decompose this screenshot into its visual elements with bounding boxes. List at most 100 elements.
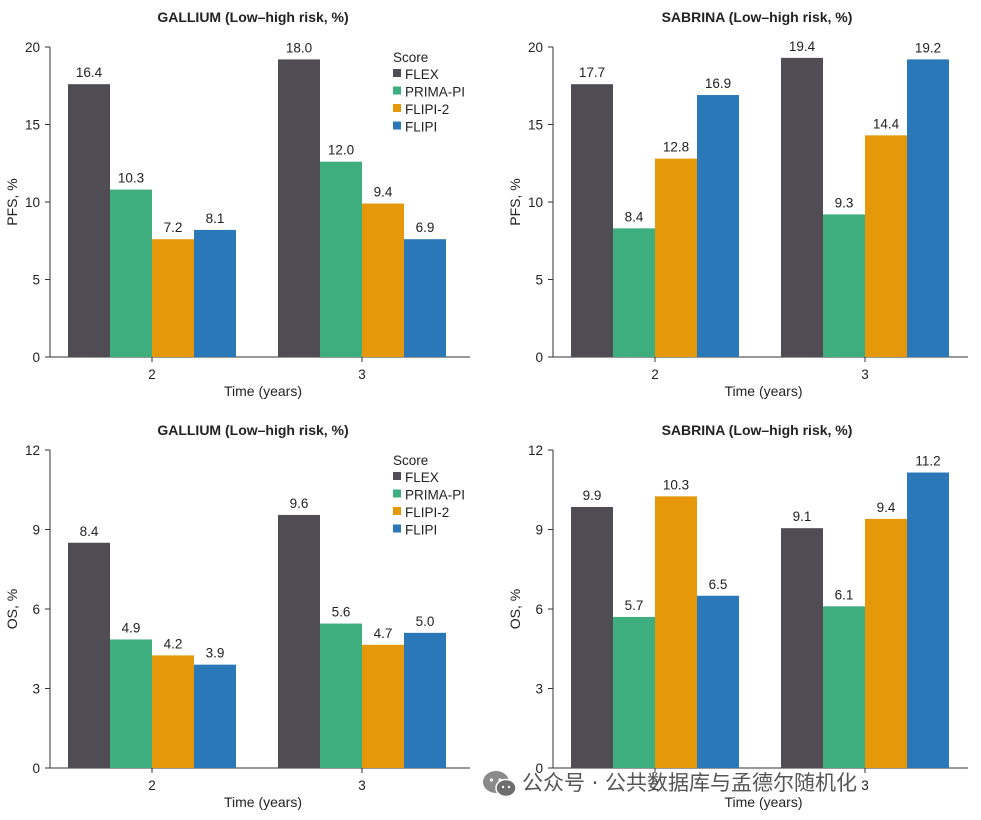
legend-entry: PRIMA-PI [405,85,465,100]
data-label: 9.3 [835,195,854,210]
bar-flex-year-2 [68,542,110,768]
legend-swatch-prima-pi [393,86,401,95]
data-label: 4.2 [164,636,183,651]
data-label: 6.1 [835,587,854,602]
data-label: 9.4 [374,185,393,200]
data-label: 3.9 [206,646,225,661]
chart-sabrina-os: SABRINA (Low–high risk, %) 0 3 6 9 12 OS, % 9.9… [507,422,968,810]
bar-prima-pi-year-3 [320,623,362,768]
data-label: 14.4 [873,116,900,131]
data-label: 9.6 [290,496,309,511]
bar-flex-year-3 [278,514,320,768]
legend-entry: FLEX [405,470,439,485]
y-tick-label: 3 [535,682,543,697]
legend-swatch-flipi [393,121,401,130]
y-tick-label: 6 [535,602,543,617]
x-tick-label: 2 [148,778,156,793]
data-label: 5.7 [625,598,644,613]
legend-swatch-flex [393,472,401,480]
bar-flipi-2-year-2 [655,158,697,357]
x-tick-label: 3 [358,367,366,382]
data-label: 7.2 [164,220,183,235]
bar-flipi-year-2 [697,95,739,358]
bar-flipi-year-2 [194,664,236,768]
data-label: 10.3 [118,171,144,186]
x-axis-label: Time (years) [224,383,302,399]
x-axis-label: Time (years) [724,383,802,399]
data-label: 8.4 [80,524,99,539]
y-tick-label: 12 [528,443,543,458]
legend-swatch-flipi-2 [393,104,401,112]
wechat-icon [483,771,517,798]
legend-entry: FLEX [405,67,439,82]
y-tick-label: 10 [25,195,40,210]
y-tick-label: 0 [535,350,543,365]
bar-flipi-2-year-2 [655,496,697,768]
data-label: 4.7 [374,626,393,641]
bar-prima-pi-year-2 [110,639,152,768]
bar-flipi-year-3 [907,472,949,768]
data-label: 16.4 [76,65,103,80]
y-tick-label: 0 [535,761,543,776]
x-tick-label: 3 [861,778,869,793]
bar-flipi-2-year-3 [362,203,404,357]
legend-entry: PRIMA-PI [405,488,465,503]
legend-title: Score [393,453,428,468]
bar-flipi-year-3 [907,59,949,358]
bar-prima-pi-year-3 [823,214,865,357]
x-tick-label: 2 [148,367,156,382]
y-axis-label: OS, % [4,589,20,629]
chart-gallium-pfs: GALLIUM (Low–high risk, %) 0 5 10 15 20 PFS, %… [4,9,470,399]
data-label: 10.3 [663,477,689,492]
y-tick-label: 5 [535,273,543,288]
bar-flipi-year-3 [404,632,446,768]
bar-flex-year-2 [571,506,613,768]
data-label: 19.4 [789,39,816,54]
legend-entry: FLIPI-2 [405,102,449,117]
data-label: 11.2 [915,454,940,469]
y-tick-label: 15 [528,118,543,133]
y-tick-label: 20 [25,40,40,55]
x-tick-label: 3 [861,367,869,382]
watermark: 公众号 · 公共数据库与孟德尔随机化 [483,771,857,798]
legend-swatch-flipi [393,524,401,533]
y-tick-label: 12 [25,443,40,458]
bar-flipi-2-year-3 [362,644,404,768]
chart-title: GALLIUM (Low–high risk, %) [157,422,348,438]
bar-flex-year-3 [278,59,320,358]
bar-prima-pi-year-3 [823,606,865,768]
data-label: 18.0 [286,40,312,55]
x-axis-label: Time (years) [224,794,302,810]
bar-flipi-2-year-2 [152,655,194,768]
legend: Score FLEX PRIMA-PI FLIPI-2 FLIPI [393,50,465,135]
data-label: 12.8 [663,140,689,155]
data-label: 6.9 [416,220,435,235]
data-label: 8.1 [206,211,225,226]
data-label: 17.7 [579,65,605,80]
data-label: 5.0 [416,614,435,629]
x-tick-label: 2 [651,778,659,793]
bar-flipi-year-3 [404,239,446,357]
x-axis-label: Time (years) [724,794,802,810]
y-tick-label: 9 [535,523,543,538]
y-tick-label: 3 [32,682,40,697]
bar-flipi-2-year-3 [865,518,907,768]
y-axis-label: PFS, % [4,178,20,225]
data-label: 9.9 [583,488,602,503]
x-tick-label: 3 [358,778,366,793]
bar-flipi-year-2 [697,595,739,768]
x-tick-label: 2 [651,367,659,382]
y-tick-label: 9 [32,523,40,538]
watermark-text: 公众号 · 公共数据库与孟德尔随机化 [522,771,857,795]
y-tick-label: 0 [32,761,40,776]
data-label: 6.5 [709,577,728,592]
legend-title: Score [393,50,428,65]
data-label: 8.4 [625,209,644,224]
bar-prima-pi-year-2 [613,228,655,357]
chart-gallium-os: GALLIUM (Low–high risk, %) 0 3 6 9 12 OS, % 8.4… [4,422,470,810]
y-axis-label: OS, % [507,589,523,629]
chart-sabrina-pfs: SABRINA (Low–high risk, %) 0 5 10 15 20 PFS, %… [507,9,968,399]
bar-flipi-year-2 [194,229,236,357]
